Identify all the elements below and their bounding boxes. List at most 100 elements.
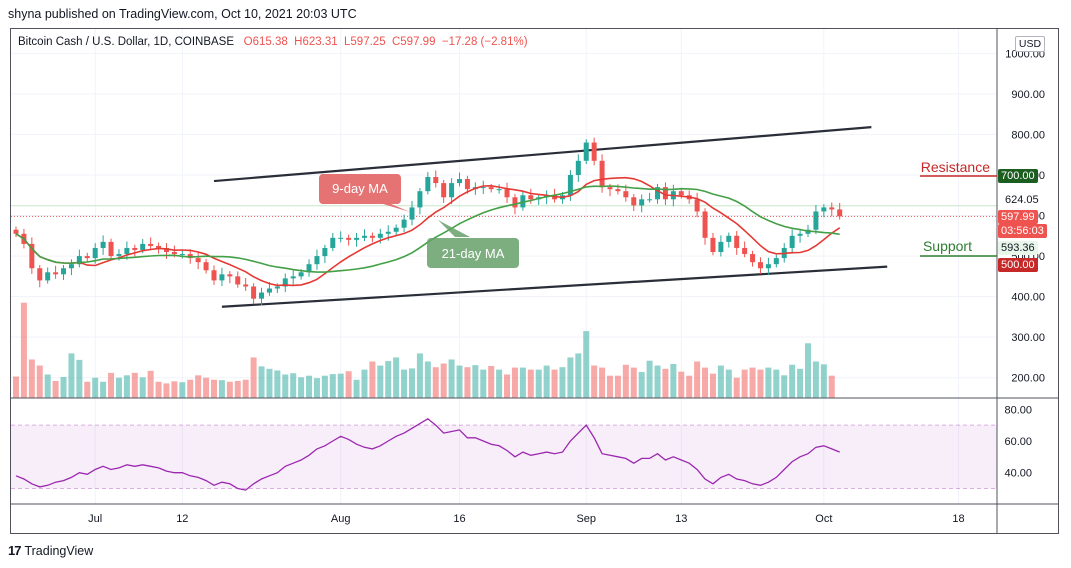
candle-body xyxy=(369,235,375,238)
volume-bar xyxy=(820,364,827,398)
candle-body xyxy=(591,142,597,161)
ma9-label-box xyxy=(319,174,401,204)
volume-bar xyxy=(535,369,542,398)
candle-body xyxy=(45,272,51,281)
high-line-tag: 624.05 xyxy=(1002,193,1042,207)
candle-body xyxy=(710,237,716,253)
volume-bar xyxy=(527,369,534,398)
volume-bar xyxy=(607,375,613,398)
volume-bar xyxy=(60,376,67,398)
candle-body xyxy=(61,268,67,275)
volume-bar xyxy=(195,375,202,398)
volume-bar xyxy=(84,381,91,398)
volume-bar xyxy=(306,375,313,398)
candle-body xyxy=(266,288,272,293)
volume-bar xyxy=(131,372,138,398)
volume-bar xyxy=(282,374,289,398)
volume-bar xyxy=(28,359,35,398)
rsi-band xyxy=(11,425,997,489)
volume-bar xyxy=(155,381,162,398)
volume-bar xyxy=(519,367,526,398)
volume-bar xyxy=(218,380,225,398)
volume-bar xyxy=(290,373,297,398)
volume-bar xyxy=(393,357,400,398)
volume-bar xyxy=(805,343,811,398)
volume-bar xyxy=(480,369,487,398)
candle-body xyxy=(140,243,146,250)
volume-bar xyxy=(812,361,819,398)
volume-bar xyxy=(662,368,669,398)
candle-body xyxy=(100,241,106,248)
candle-body xyxy=(718,241,724,253)
volume-bar xyxy=(211,379,217,398)
volume-bar xyxy=(733,377,740,398)
candle-body xyxy=(702,211,708,238)
candle-body xyxy=(789,235,795,248)
candle-body xyxy=(765,264,771,269)
volume-bar xyxy=(226,381,233,398)
candle-body xyxy=(734,235,740,248)
open-value: O615.38 xyxy=(243,36,288,48)
candle-body xyxy=(282,278,288,287)
date-tick-label: 18 xyxy=(952,513,964,525)
price-tick-label: 300.00 xyxy=(1011,332,1045,344)
candle-body xyxy=(797,233,803,236)
date-tick-label: 13 xyxy=(675,513,687,525)
volume-bar xyxy=(567,357,574,398)
candle-body xyxy=(179,254,185,256)
volume-bar xyxy=(599,367,606,398)
candle-body xyxy=(512,197,518,208)
price-tick-label: 200.00 xyxy=(1011,373,1045,385)
candle-body xyxy=(243,284,249,287)
candle-body xyxy=(464,179,470,190)
volume-bar xyxy=(773,369,780,398)
ma21-label-pointer xyxy=(438,220,470,237)
volume-bar xyxy=(440,363,447,398)
candles xyxy=(13,137,843,306)
resistance-label: Resistance xyxy=(921,159,990,175)
price-channel xyxy=(11,126,997,308)
candle-body xyxy=(773,258,779,265)
volume-bar xyxy=(424,361,431,398)
volume-bar xyxy=(472,365,479,398)
candle-body xyxy=(385,231,391,234)
candle-body xyxy=(694,199,700,212)
volume-bar xyxy=(409,368,415,398)
candle-body xyxy=(441,183,447,198)
publisher-line: shyna published on TradingView.com, Oct … xyxy=(8,7,357,21)
tradingview-logo[interactable]: 17 TradingView xyxy=(8,543,93,558)
volume-bar xyxy=(765,367,772,398)
volume-bar xyxy=(187,379,194,398)
date-tick-label: 12 xyxy=(176,513,188,525)
volume-bars xyxy=(13,302,835,398)
volume-bar xyxy=(448,359,455,398)
volume-bar xyxy=(797,368,804,398)
currency-button[interactable]: USD xyxy=(1015,36,1045,52)
volume-bar xyxy=(488,365,495,398)
volume-bar xyxy=(377,365,384,398)
symbol-name: Bitcoin Cash / U.S. Dollar, 1D, COINBASE xyxy=(18,36,235,48)
volume-bar xyxy=(361,369,368,398)
volume-bar xyxy=(234,380,241,398)
high-value: H623.31 xyxy=(294,36,338,48)
candle-body xyxy=(488,187,494,190)
candle-body xyxy=(132,247,138,250)
candle-body xyxy=(76,256,82,265)
volume-bar xyxy=(100,381,107,398)
candle-body xyxy=(314,256,320,265)
candle-body xyxy=(401,219,407,228)
volume-bar xyxy=(163,383,170,398)
ma9-label-pointer xyxy=(376,202,410,212)
ma-value-tag: 593.36 xyxy=(998,241,1038,255)
candle-body xyxy=(361,235,367,238)
candle-body xyxy=(84,256,90,259)
candle-body xyxy=(108,241,114,257)
volume-bar xyxy=(614,375,621,398)
candle-body xyxy=(156,245,162,248)
volume-bar xyxy=(828,375,835,398)
candle-body xyxy=(457,179,463,184)
candle-body xyxy=(306,264,312,273)
volume-bar xyxy=(781,375,788,398)
date-tick-label: 16 xyxy=(453,513,465,525)
